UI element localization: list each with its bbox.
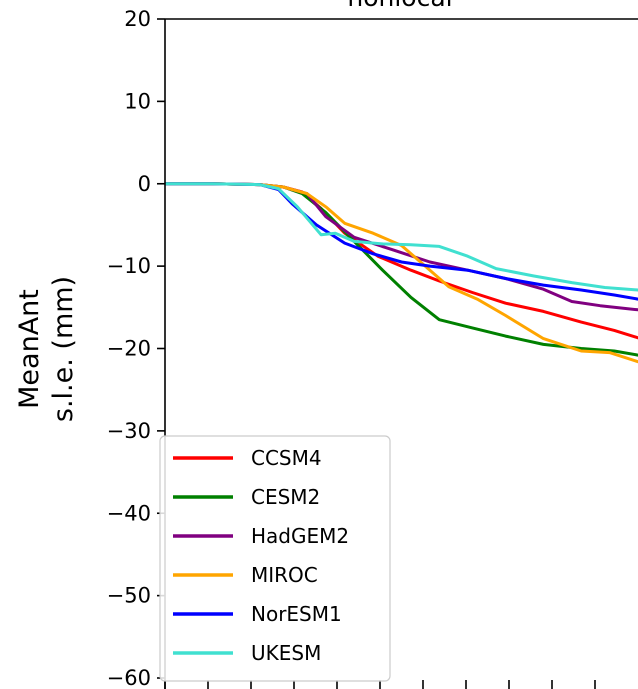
legend: CCSM4 CESM2 HadGEM2 MIROC NorESM1 UKESM [159,435,391,682]
y-axis-title: MeanAnt s.l.e. (mm) [14,276,79,422]
chart-title: nonlocal [347,0,452,12]
y-tick-label: 0 [138,172,151,196]
y-tick-label: −40 [107,501,151,525]
legend-label-miroc: MIROC [251,563,318,587]
y-tick-label: −50 [107,584,151,608]
y-tick-label: −60 [107,666,151,689]
legend-label-noresm1: NorESM1 [251,602,342,626]
plot-area [165,182,638,364]
series-line-ukesm [165,182,638,292]
y-tick-label: 10 [124,89,151,113]
series-line-miroc [165,182,638,364]
legend-label-cesm2: CESM2 [251,485,320,509]
y-axis-title-line-1: MeanAnt [14,289,45,409]
y-tick-label: −30 [107,419,151,443]
series-line-cesm2 [165,182,638,357]
series-group [165,182,638,364]
y-tick-label: −10 [107,254,151,278]
y-tick-label: −20 [107,337,151,361]
legend-label-ccsm4: CCSM4 [251,446,322,470]
y-axis-ticks: 20 10 0 −10 −20 −30 −40 −50 −60 [107,7,165,689]
y-axis-title-line-2: s.l.e. (mm) [48,276,79,422]
y-tick-label: 20 [124,7,151,31]
legend-label-hadgem2: HadGEM2 [251,524,349,548]
legend-label-ukesm: UKESM [251,641,321,665]
